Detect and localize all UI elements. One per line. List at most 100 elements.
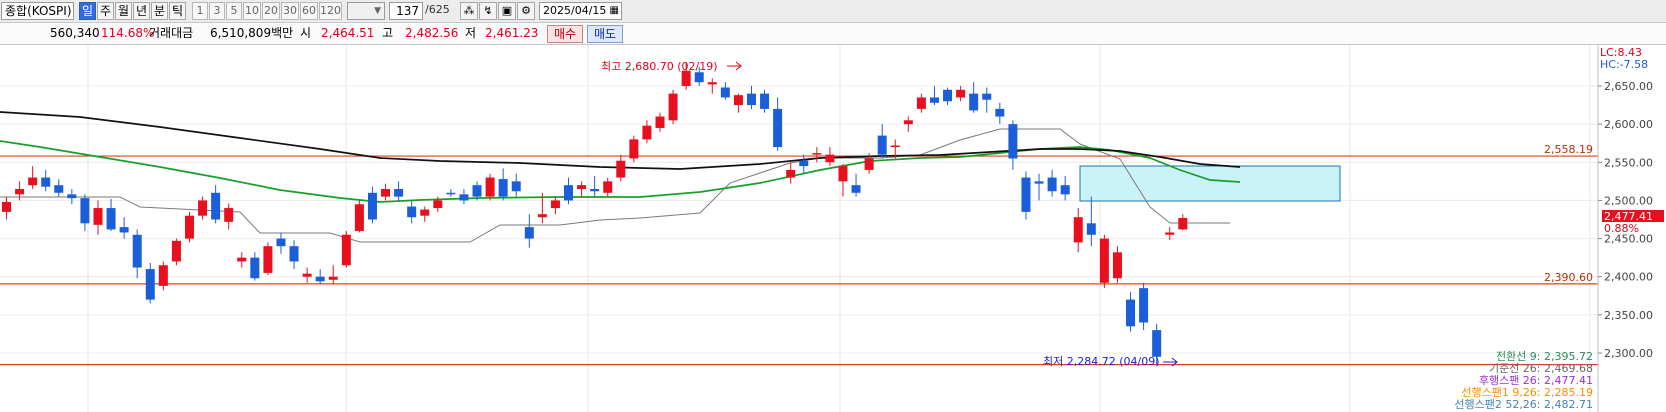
candle-body bbox=[459, 194, 469, 201]
low-arrow-icon bbox=[1163, 357, 1178, 367]
candlestick-chart[interactable]: 2,558.19 2,390.60 2,650.00 2,600.00 2,550.0… bbox=[0, 45, 1666, 412]
horizontal-gridlines bbox=[0, 85, 1598, 354]
candle-body bbox=[943, 89, 953, 102]
support-resistance-lines: 2,558.19 2,390.60 bbox=[0, 143, 1598, 366]
candle-body bbox=[328, 276, 338, 280]
interval-1-button[interactable]: 1 bbox=[192, 2, 208, 20]
candle-body bbox=[341, 234, 351, 266]
low-label: 저 bbox=[465, 26, 477, 40]
candle-body bbox=[760, 93, 770, 109]
high-label: 고 bbox=[382, 26, 394, 40]
candle-body bbox=[119, 227, 129, 233]
period-tick-button[interactable]: 틱 bbox=[169, 2, 186, 20]
period-week-button[interactable]: 주 bbox=[97, 2, 114, 20]
buy-button[interactable]: 매수 bbox=[547, 25, 584, 43]
candle-body bbox=[171, 240, 181, 262]
candle-body bbox=[1152, 330, 1162, 357]
interval-30-button[interactable]: 30 bbox=[281, 2, 299, 20]
candle-body bbox=[158, 265, 168, 286]
black-moving-average bbox=[0, 111, 1241, 170]
axis-tick-label: 2,350.00 bbox=[1604, 309, 1653, 322]
axis-tick-label: 2,400.00 bbox=[1604, 271, 1653, 284]
period-minute-button[interactable]: 분 bbox=[151, 2, 168, 20]
candle-body bbox=[198, 200, 208, 216]
axis-tick-label: 2,650.00 bbox=[1604, 80, 1653, 93]
candle-body bbox=[407, 206, 417, 218]
period-year-button[interactable]: 년 bbox=[133, 2, 150, 20]
candle-body bbox=[1139, 288, 1149, 323]
candle-body bbox=[433, 200, 443, 209]
candle-body bbox=[864, 158, 874, 170]
candle-body bbox=[381, 188, 391, 197]
sell-button[interactable]: 매도 bbox=[587, 25, 624, 43]
lc-value: LC:8.43 bbox=[1600, 46, 1642, 59]
candle-body bbox=[67, 194, 77, 199]
axis-tick-label: 2,550.00 bbox=[1604, 156, 1653, 169]
indicator-settings-icon[interactable]: ⁂ bbox=[460, 2, 478, 20]
ichimoku-cloud bbox=[1079, 165, 1341, 202]
candle-body bbox=[590, 188, 600, 192]
candle-body bbox=[890, 145, 900, 148]
candle-body bbox=[511, 181, 521, 192]
candle-body bbox=[1073, 217, 1083, 243]
candle-body bbox=[929, 97, 939, 103]
candle-body bbox=[263, 246, 273, 273]
date-input[interactable]: 2025/04/15 ▦ bbox=[539, 2, 622, 20]
candle-body bbox=[995, 108, 1005, 117]
candle-body bbox=[1112, 252, 1122, 279]
candle-body bbox=[825, 154, 835, 163]
open-label: 시 bbox=[300, 26, 312, 40]
candle-body bbox=[603, 181, 613, 193]
low-value: 2,461.23 bbox=[485, 26, 539, 40]
candle-body bbox=[28, 177, 38, 186]
price-axis: 2,650.00 2,600.00 2,550.00 2,500.00 2,450.00… bbox=[1597, 45, 1653, 412]
interval-60-button[interactable]: 60 bbox=[300, 2, 318, 20]
candle-body bbox=[93, 208, 103, 225]
display-count-input[interactable]: 137 bbox=[389, 2, 423, 20]
volume-value: 560,340 bbox=[50, 26, 100, 40]
candle-body bbox=[550, 200, 560, 209]
calendar-icon[interactable]: ▦ bbox=[609, 5, 619, 16]
open-value: 2,464.51 bbox=[321, 26, 375, 40]
current-change-percent: 0.88% bbox=[1604, 222, 1639, 235]
candle-body bbox=[577, 185, 587, 189]
legend-entry: 선행스팬1 9,26: 2,285.19 bbox=[1461, 386, 1593, 399]
axis-tick-label: 2,450.00 bbox=[1604, 233, 1653, 246]
candle-body bbox=[237, 257, 247, 262]
candle-body bbox=[54, 185, 64, 193]
period-month-button[interactable]: 월 bbox=[115, 2, 132, 20]
interval-120-button[interactable]: 120 bbox=[319, 2, 342, 20]
candle-body bbox=[289, 246, 299, 262]
interval-5-button[interactable]: 5 bbox=[226, 2, 242, 20]
date-value: 2025/04/15 bbox=[543, 4, 607, 17]
candle-body bbox=[1008, 124, 1018, 159]
interval-10-button[interactable]: 10 bbox=[243, 2, 261, 20]
candle-body bbox=[15, 188, 25, 195]
candle-body bbox=[302, 273, 312, 277]
chart-tools-icon[interactable]: ↯ bbox=[479, 2, 497, 20]
candle-body bbox=[877, 135, 887, 155]
candle-body bbox=[838, 166, 848, 182]
amount-value: 6,510,809백만 bbox=[210, 26, 294, 40]
candle-body bbox=[106, 208, 116, 230]
current-price-label: 2,477.41 bbox=[1604, 210, 1653, 223]
candle-body bbox=[1165, 232, 1175, 235]
interval-20-button[interactable]: 20 bbox=[262, 2, 280, 20]
candle-body bbox=[132, 234, 142, 268]
candle-body bbox=[982, 93, 992, 100]
gear-icon[interactable]: ⚙ bbox=[517, 2, 535, 20]
interval-3-button[interactable]: 3 bbox=[209, 2, 225, 20]
custom-interval-dropdown[interactable]: ▼ bbox=[347, 2, 385, 20]
candle-body bbox=[184, 215, 194, 239]
candle-body bbox=[668, 93, 678, 121]
candle-body bbox=[315, 276, 325, 282]
candle-body bbox=[681, 70, 691, 86]
candle-body bbox=[394, 188, 404, 197]
candle-body bbox=[1047, 177, 1057, 192]
save-icon[interactable]: ▣ bbox=[498, 2, 516, 20]
period-day-button[interactable]: 일 bbox=[79, 2, 96, 20]
price-info-bar: 560,340 114.68% 거래대금 6,510,809백만 시 2,464… bbox=[0, 23, 1666, 45]
candle-body bbox=[629, 139, 639, 159]
candle-body bbox=[420, 209, 430, 216]
symbol-selector[interactable]: 종합(KOSPI) bbox=[1, 2, 74, 20]
